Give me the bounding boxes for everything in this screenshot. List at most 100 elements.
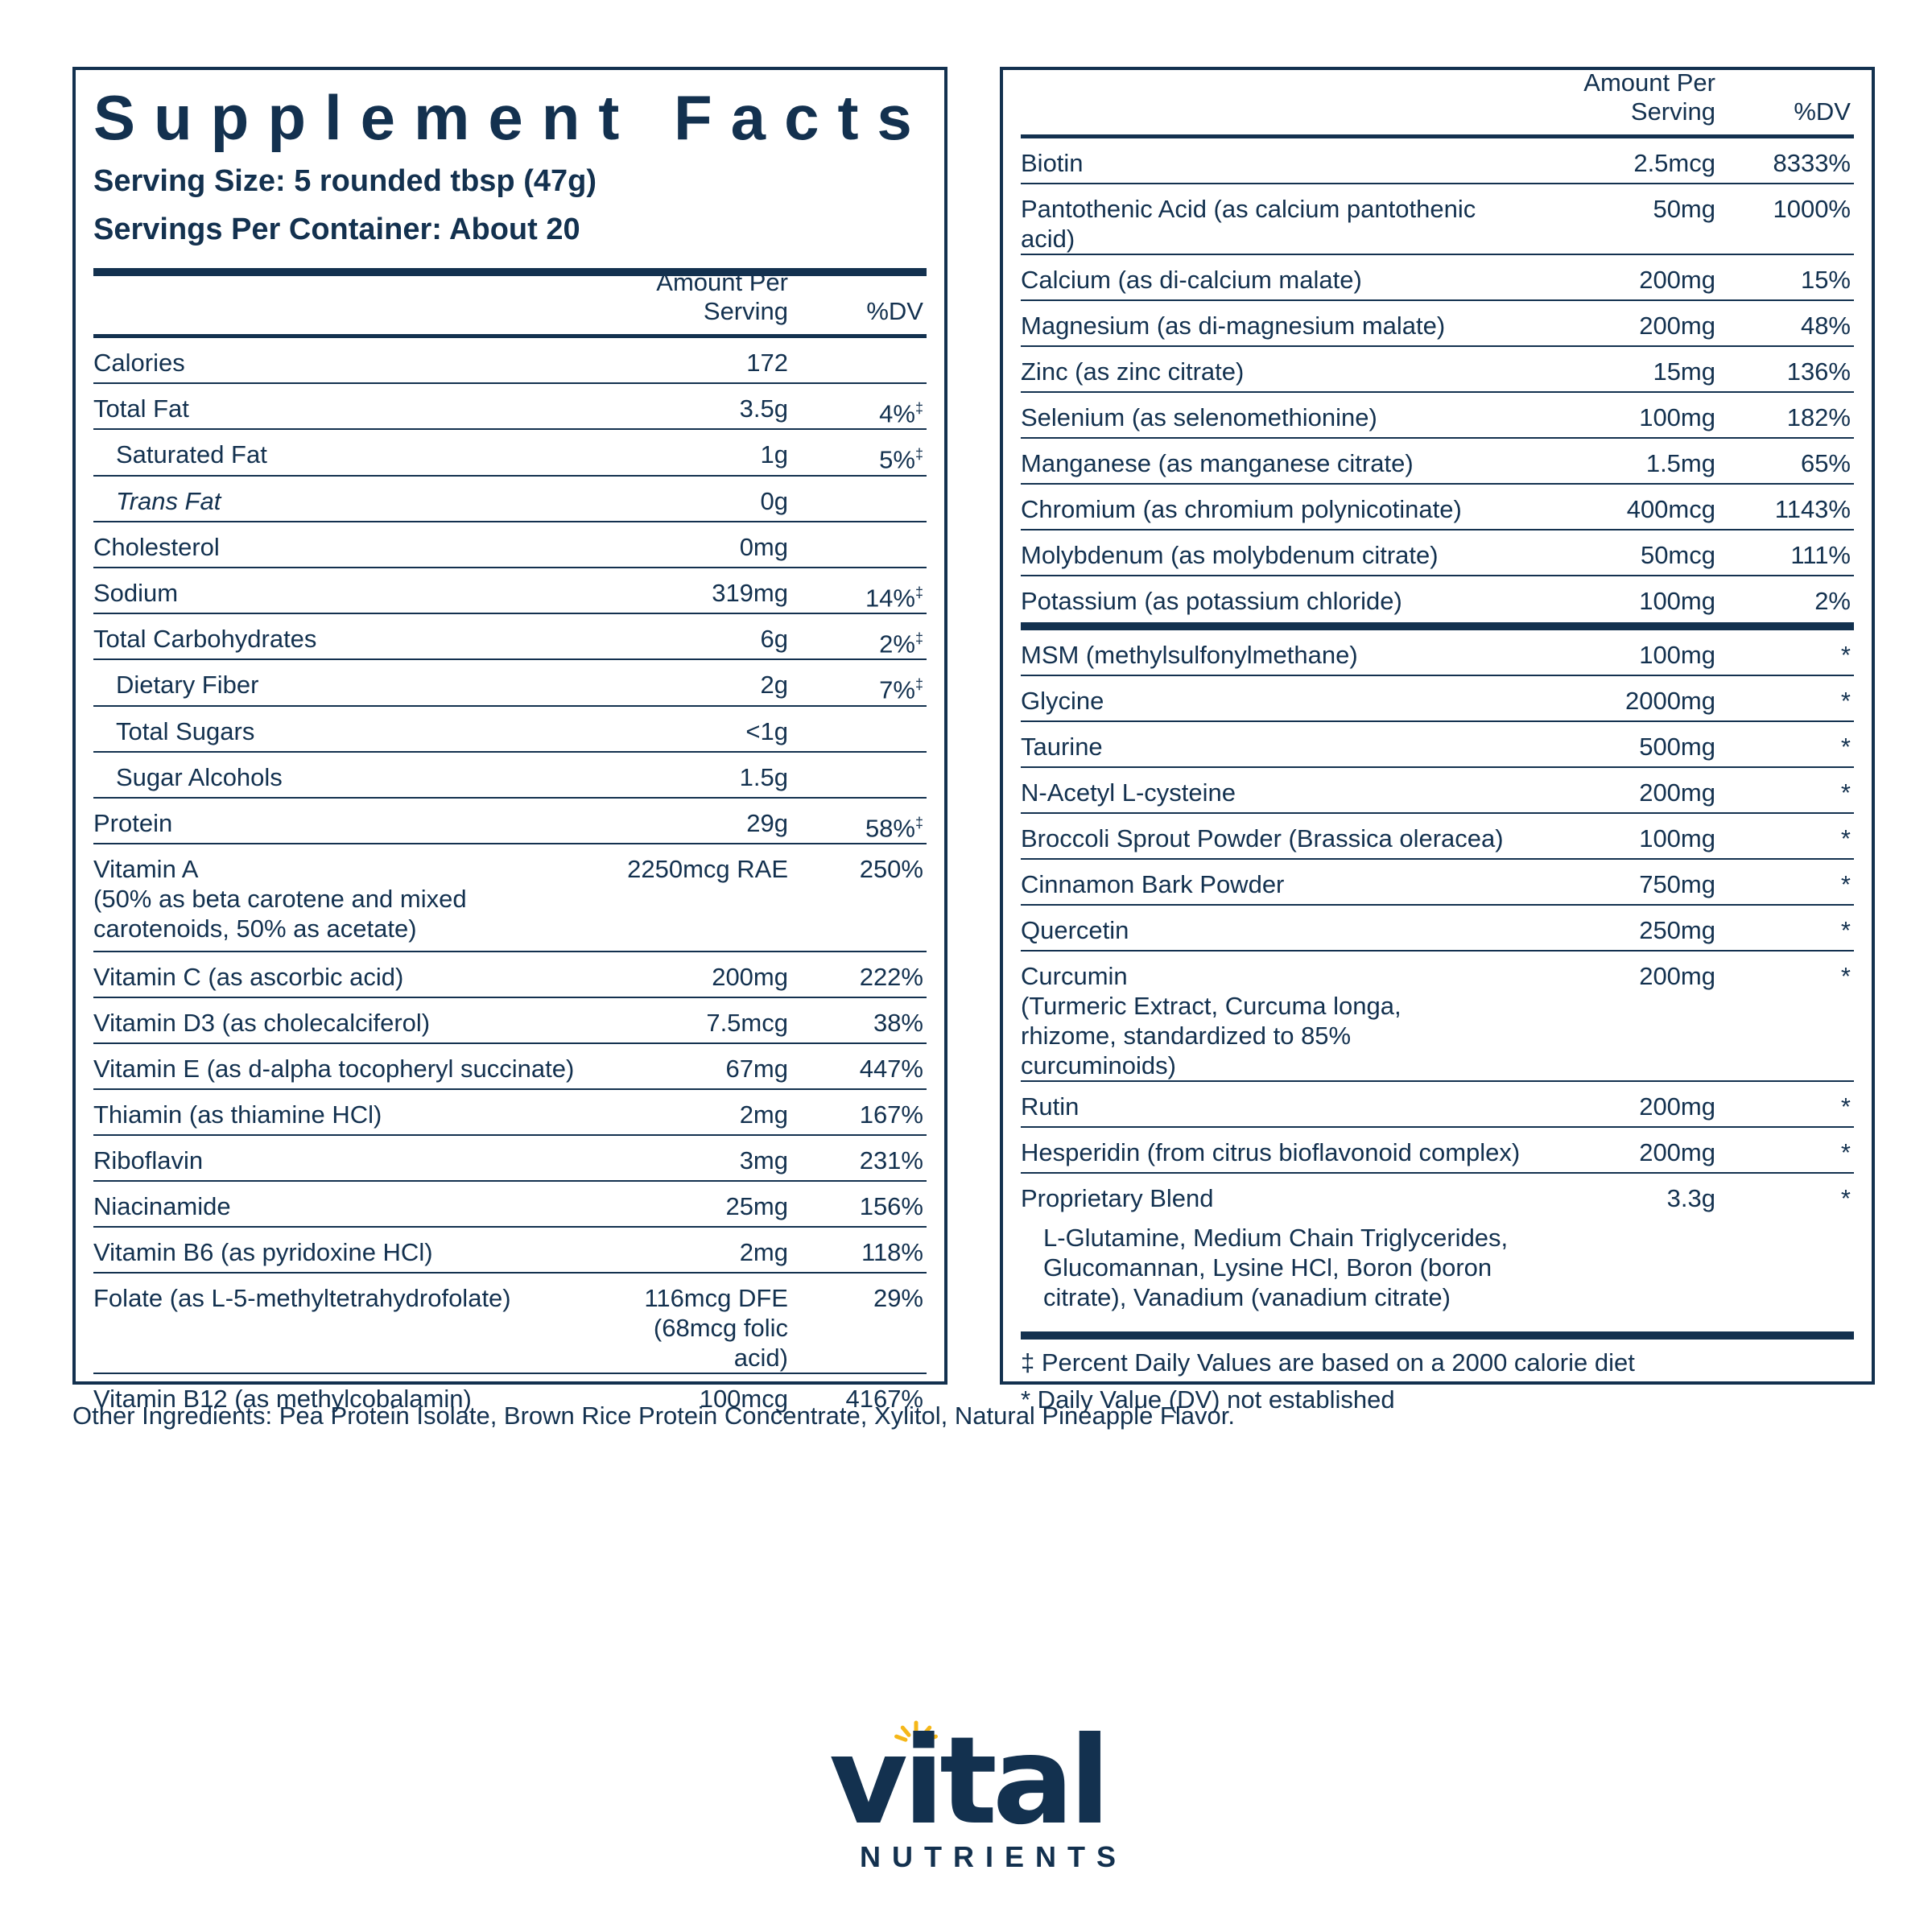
nutrient-name: Taurine bbox=[1021, 732, 1522, 762]
daily-value: * bbox=[1715, 778, 1854, 807]
amount-value: 2mg bbox=[739, 1100, 788, 1129]
dv-value: * bbox=[1840, 916, 1851, 944]
dv-value: 4167% bbox=[845, 1384, 923, 1413]
daily-value: * bbox=[1715, 686, 1854, 716]
amount-value: 200mg bbox=[1639, 778, 1715, 807]
amount-per-serving: 7.5mcg bbox=[595, 1008, 788, 1038]
nutrient-label: Curcumin bbox=[1021, 962, 1128, 990]
table-row: Niacinamide 25mg 156% bbox=[93, 1182, 927, 1228]
amount-value: 200mg bbox=[1639, 266, 1715, 294]
table-row: Vitamin B6 (as pyridoxine HCl) 2mg 118% bbox=[93, 1228, 927, 1274]
amount-per-serving: 400mcg bbox=[1522, 494, 1715, 524]
dv-value: * bbox=[1840, 641, 1851, 669]
divider-medium bbox=[93, 334, 927, 338]
daily-value: 14%‡ bbox=[788, 578, 927, 613]
nutrient-name: Cholesterol bbox=[93, 532, 595, 562]
table-row: Quercetin 250mg * bbox=[1021, 906, 1854, 952]
nutrient-label: Trans Fat bbox=[116, 486, 221, 515]
nutrient-name: Sodium bbox=[93, 578, 595, 608]
amount-per-serving: 100mg bbox=[1522, 586, 1715, 616]
nutrient-name: Quercetin bbox=[1021, 915, 1522, 945]
dv-value: 58% bbox=[865, 813, 915, 842]
amount-value: 2mg bbox=[739, 1237, 788, 1266]
amount-per-serving: 3.3g bbox=[1522, 1183, 1715, 1213]
amount-value: 100mcg bbox=[699, 1384, 788, 1413]
amount-per-serving: 200mg bbox=[1522, 961, 1715, 991]
table-row: Folate (as L-5-methyltetrahydrofolate) 11… bbox=[93, 1274, 927, 1374]
amount-value: 100mg bbox=[1639, 587, 1715, 615]
nutrient-name: Proprietary Blend L-Glutamine, Medium Cha… bbox=[1021, 1183, 1522, 1312]
amount-value: 172 bbox=[746, 349, 788, 377]
amount-per-serving: 2mg bbox=[595, 1100, 788, 1129]
nutrient-name: Potassium (as potassium chloride) bbox=[1021, 586, 1522, 616]
table-row: Proprietary Blend L-Glutamine, Medium Cha… bbox=[1021, 1174, 1854, 1327]
nutrient-name: N-Acetyl L-cysteine bbox=[1021, 778, 1522, 807]
nutrient-label: Broccoli Sprout Powder (Brassica olerace… bbox=[1021, 824, 1504, 852]
table-row: Vitamin E (as d-alpha tocopheryl succina… bbox=[93, 1044, 927, 1090]
sun-ray bbox=[894, 1734, 908, 1742]
divider-medium bbox=[1021, 134, 1854, 138]
nutrient-label: Sugar Alcohols bbox=[116, 762, 283, 791]
dv-value: * bbox=[1840, 778, 1851, 807]
amount-per-serving: 100mg bbox=[1522, 402, 1715, 432]
nutrient-label: Hesperidin (from citrus bioflavonoid com… bbox=[1021, 1138, 1521, 1166]
amount-per-serving: 1.5g bbox=[595, 762, 788, 792]
daily-value: * bbox=[1715, 1137, 1854, 1167]
dv-value: * bbox=[1840, 1138, 1851, 1166]
daily-value: 111% bbox=[1715, 540, 1854, 570]
daily-value: 58%‡ bbox=[788, 808, 927, 843]
serving-size: Serving Size: 5 rounded tbsp (47g) bbox=[93, 164, 597, 198]
daily-value: 8333% bbox=[1715, 148, 1854, 178]
nutrient-detail: L-Glutamine, Medium Chain Triglycerides,… bbox=[1043, 1224, 1509, 1311]
table-row: Hesperidin (from citrus bioflavonoid com… bbox=[1021, 1128, 1854, 1174]
nutrient-table-right-vitamins: Biotin 2.5mcg 8333% Pantothenic Acid (as ca… bbox=[1021, 138, 1854, 622]
amount-per-serving: 67mg bbox=[595, 1054, 788, 1084]
divider-thick bbox=[1021, 1331, 1854, 1340]
sun-ray bbox=[924, 1734, 938, 1742]
daily-value: 118% bbox=[788, 1237, 927, 1267]
daily-value: 447% bbox=[788, 1054, 927, 1084]
nutrient-name: MSM (methylsulfonylmethane) bbox=[1021, 640, 1522, 670]
daily-value: 231% bbox=[788, 1146, 927, 1175]
nutrient-label: Potassium (as potassium chloride) bbox=[1021, 587, 1402, 615]
table-row: Curcumin (Turmeric Extract, Curcuma longa… bbox=[1021, 952, 1854, 1082]
nutrient-name: Calories bbox=[93, 348, 595, 378]
servings-per-container: Servings Per Container: About 20 bbox=[93, 213, 580, 246]
nutrient-name: Sugar Alcohols bbox=[93, 762, 595, 792]
dv-footnote-mark: ‡ bbox=[914, 584, 923, 601]
supplement-facts-panel-left: Supplement Facts Serving Size: 5 rounded… bbox=[72, 67, 947, 1413]
dv-value: 222% bbox=[859, 962, 923, 991]
nutrient-name: Total Sugars bbox=[93, 716, 595, 746]
dv-footnote-mark: ‡ bbox=[914, 630, 923, 646]
dv-value: 15% bbox=[1800, 266, 1851, 294]
amount-value: 100mg bbox=[1639, 824, 1715, 852]
amount-value: 2g bbox=[760, 671, 788, 700]
daily-value: 5%‡ bbox=[788, 440, 927, 474]
nutrient-label: Manganese (as manganese citrate) bbox=[1021, 449, 1414, 477]
daily-value: * bbox=[1715, 961, 1854, 991]
amount-value: 1.5g bbox=[739, 762, 788, 791]
dv-value: * bbox=[1840, 962, 1851, 990]
nutrient-label: Total Carbohydrates bbox=[93, 624, 317, 653]
nutrient-name: Total Fat bbox=[93, 394, 595, 423]
amount-per-serving: 200mg bbox=[595, 962, 788, 992]
table-row: Chromium (as chromium polynicotinate) 400… bbox=[1021, 485, 1854, 530]
nutrient-label: Cinnamon Bark Powder bbox=[1021, 870, 1285, 898]
amount-per-serving: 250mg bbox=[1522, 915, 1715, 945]
daily-value: * bbox=[1715, 824, 1854, 853]
table-row: Rutin 200mg * bbox=[1021, 1082, 1854, 1128]
daily-value: 1000% bbox=[1715, 194, 1854, 224]
nutrient-label: Saturated Fat bbox=[116, 440, 267, 469]
sun-icon bbox=[894, 1720, 938, 1742]
nutrient-label: Chromium (as chromium polynicotinate) bbox=[1021, 495, 1462, 523]
dv-value: 5% bbox=[879, 445, 915, 474]
table-row: Cinnamon Bark Powder 750mg * bbox=[1021, 860, 1854, 906]
daily-value: 2% bbox=[1715, 586, 1854, 616]
footnote-dv-basis: ‡ Percent Daily Values are based on a 20… bbox=[1021, 1348, 1635, 1377]
nutrient-name: Manganese (as manganese citrate) bbox=[1021, 448, 1522, 478]
nutrient-name: Pantothenic Acid (as calcium pantothenic… bbox=[1021, 194, 1522, 254]
dv-value: 182% bbox=[1786, 403, 1851, 431]
amount-per-serving: 2.5mcg bbox=[1522, 148, 1715, 178]
nutrient-label: Taurine bbox=[1021, 733, 1103, 761]
amount-value: 25mg bbox=[725, 1191, 788, 1220]
